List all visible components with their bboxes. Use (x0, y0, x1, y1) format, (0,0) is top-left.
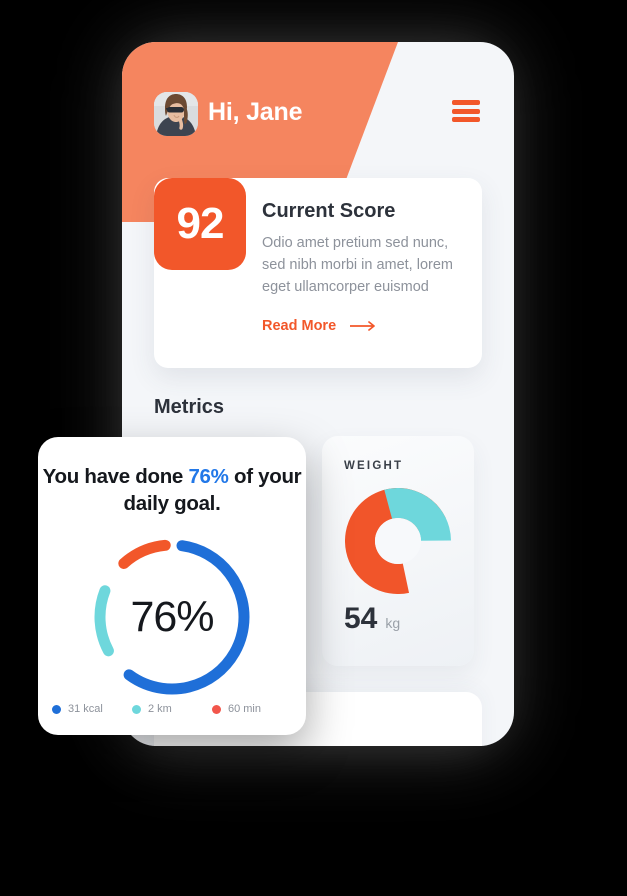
legend-label: 60 min (227, 703, 261, 715)
ring-segment-km (94, 539, 250, 695)
score-badge-value: 92 (176, 199, 225, 248)
daily-goal-legend: 31 kcal 2 km 60 min (38, 703, 306, 715)
ring-center-value: 76% (130, 592, 214, 641)
score-badge: 92 (154, 178, 246, 270)
weight-value-group: 54 kg (344, 602, 400, 636)
legend-label: 31 kcal (68, 703, 103, 715)
arrow-right-icon (350, 321, 375, 331)
read-more-label: Read More (262, 318, 337, 334)
score-card-title: Current Score (262, 200, 396, 222)
daily-goal-title-highlight: 76% (188, 465, 229, 488)
ring-segment-kcal (94, 539, 250, 695)
weight-card-label: WEIGHT (344, 460, 404, 472)
legend-item: 2 km (131, 703, 212, 715)
legend-item: 31 kcal (52, 703, 132, 715)
hamburger-menu-icon[interactable] (452, 100, 480, 122)
legend-item: 60 min (211, 703, 292, 715)
hamburger-bar (452, 117, 480, 122)
phone-mockup: Hi, Jane 92 Current Score Odio amet pret… (122, 42, 514, 746)
header-content: Hi, Jane (122, 42, 514, 222)
metrics-heading: Metrics (154, 396, 225, 418)
hamburger-bar (452, 100, 480, 105)
daily-goal-card[interactable]: You have done 76% of your daily goal. 76… (38, 437, 306, 735)
legend-dot-icon (52, 704, 61, 714)
hamburger-bar (452, 108, 480, 114)
weight-value: 54 (344, 602, 378, 635)
avatar[interactable] (154, 92, 198, 136)
daily-goal-title-suffix: of your daily goal. (123, 465, 302, 515)
weight-unit: kg (385, 615, 401, 631)
weight-card[interactable]: WEIGHT 54 kg (322, 436, 474, 666)
weight-donut-chart (345, 488, 451, 599)
read-more-link[interactable]: Read More (262, 318, 376, 334)
weight-slice-b (345, 488, 451, 594)
legend-dot-icon (131, 704, 141, 714)
legend-dot-icon (211, 704, 221, 714)
ring-segment-min (94, 539, 250, 695)
legend-label: 2 km (147, 703, 172, 715)
greeting-text: Hi, Jane (208, 98, 303, 126)
daily-goal-title: You have done 76% of your daily goal. (38, 463, 306, 517)
user-photo-avatar (154, 92, 198, 136)
score-card-description: Odio amet pretium sed nunc, sed nibh mor… (262, 235, 453, 295)
daily-goal-title-prefix: You have done (42, 465, 189, 488)
daily-goal-ring-chart: 76% (87, 532, 257, 702)
